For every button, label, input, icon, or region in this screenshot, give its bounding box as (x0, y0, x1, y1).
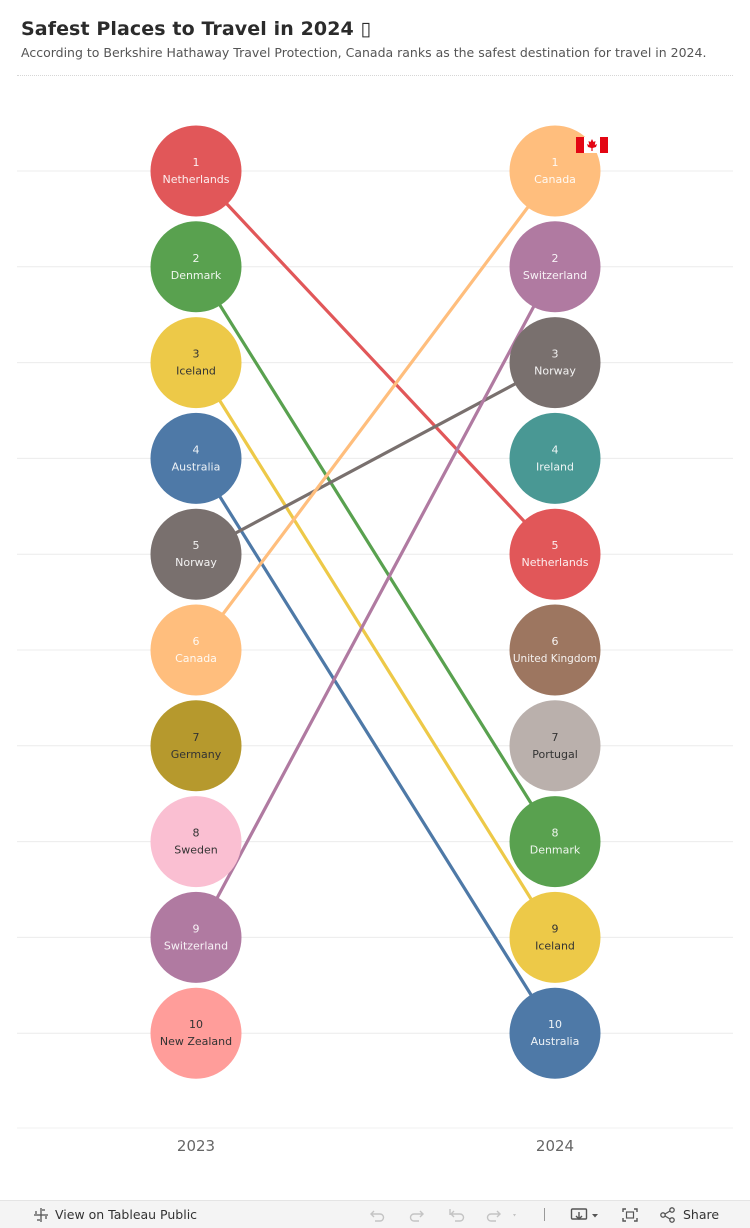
country-label: New Zealand (160, 1035, 232, 1048)
refresh-icon (486, 1210, 516, 1222)
country-label: Netherlands (162, 173, 229, 186)
chart-title: Safest Places to Travel in 2024 ▯ (21, 18, 372, 40)
rank-circle-2023-norway (150, 508, 242, 600)
redo-button[interactable] (408, 1201, 426, 1228)
country-label: Netherlands (521, 556, 588, 569)
rank-number-label: 2 (193, 252, 200, 265)
tableau-toolbar: View on Tableau Public (0, 1200, 750, 1228)
rank-number-label: 8 (552, 827, 559, 840)
flag-band-left (576, 137, 584, 153)
fullscreen-button[interactable] (621, 1201, 639, 1228)
share-label: Share (683, 1207, 720, 1222)
rank-circle-2023-australia (150, 412, 242, 504)
slope-chart: 1 Netherlands 2 Denmark 3 Iceland 4 Australia 5 N… (17, 125, 733, 1155)
redo-icon (409, 1210, 424, 1222)
slope-line-norway (194, 361, 557, 556)
rank-number-label: 6 (193, 635, 200, 648)
rank-number-label: 9 (193, 922, 200, 935)
rank-number-label: 3 (552, 348, 559, 361)
refresh-button[interactable] (485, 1201, 519, 1228)
rank-number-label: 5 (193, 539, 200, 552)
slope-line-switzerland (194, 265, 557, 940)
rank-number-label: 7 (552, 731, 559, 744)
country-label: Canada (534, 173, 576, 186)
rank-number-label: 1 (193, 156, 200, 169)
slope-line-netherlands (194, 169, 557, 556)
country-label: Denmark (171, 269, 222, 282)
rank-number-label: 2 (552, 252, 559, 265)
rank-circle-2023-germany (150, 700, 242, 792)
rank-circle-2024-australia (509, 987, 601, 1079)
year-label-2024: 2024 (536, 1137, 574, 1155)
share-button[interactable]: Share (659, 1201, 719, 1228)
rank-circle-2024-united-kingdom (509, 604, 601, 696)
rank-circle-2023-switzerland (150, 891, 242, 983)
rank-circle-2023-new-zealand (150, 987, 242, 1079)
toolbar-divider (544, 1201, 545, 1228)
country-label: Portugal (532, 748, 578, 761)
rank-number-label: 1 (552, 156, 559, 169)
rank-number-label: 9 (552, 922, 559, 935)
download-icon (570, 1207, 598, 1220)
country-label: Iceland (176, 365, 216, 378)
fullscreen-icon (622, 1207, 638, 1222)
maple-leaf-icon (587, 139, 597, 151)
tableau-logo-icon (34, 1207, 48, 1222)
rank-number-label: 8 (193, 827, 200, 840)
country-label: United Kingdom (513, 653, 597, 665)
undo-button[interactable] (368, 1201, 386, 1228)
country-label: Switzerland (164, 939, 228, 952)
rank-circle-2024-iceland (509, 891, 601, 983)
rank-circle-2023-sweden (150, 796, 242, 888)
country-label: Denmark (530, 844, 581, 857)
rank-circle-2024-portugal (509, 700, 601, 792)
rank-number-label: 6 (552, 635, 559, 648)
rank-number-label: 10 (548, 1018, 562, 1031)
rank-circle-2024-denmark (509, 796, 601, 888)
country-label: Germany (171, 748, 222, 761)
chart-header: Safest Places to Travel in 2024 ▯ Accord… (21, 18, 733, 60)
country-label: Iceland (535, 939, 575, 952)
country-label: Sweden (174, 844, 217, 857)
rank-circle-2023-netherlands (150, 125, 242, 217)
revert-button[interactable] (448, 1201, 466, 1228)
rank-circle-2024-ireland (509, 412, 601, 504)
rank-number-label: 4 (552, 443, 559, 456)
rank-number-label: 3 (193, 348, 200, 361)
rank-circle-2023-canada (150, 604, 242, 696)
view-on-tableau-link[interactable]: View on Tableau Public (33, 1201, 197, 1228)
rank-number-label: 4 (193, 443, 200, 456)
country-label: Canada (175, 652, 217, 665)
country-label: Ireland (536, 460, 574, 473)
header-divider (17, 75, 733, 76)
revert-icon (449, 1208, 465, 1222)
rank-circle-2024-norway (509, 317, 601, 409)
country-label: Australia (531, 1035, 580, 1048)
undo-icon (370, 1210, 385, 1222)
country-label: Norway (175, 556, 217, 569)
rank-number-label: 10 (189, 1018, 203, 1031)
rank-circle-2023-denmark (150, 221, 242, 313)
slope-line-iceland (194, 361, 557, 940)
share-icon (660, 1206, 675, 1223)
rank-number-label: 7 (193, 731, 200, 744)
download-button[interactable] (570, 1201, 602, 1228)
chart-subtitle: According to Berkshire Hathaway Travel P… (21, 45, 707, 60)
view-on-tableau-label: View on Tableau Public (55, 1207, 198, 1222)
rank-circle-2023-iceland (150, 317, 242, 409)
year-label-2023: 2023 (177, 1137, 215, 1155)
flag-band-right (600, 137, 608, 153)
country-label: Australia (172, 460, 221, 473)
rank-circle-2024-switzerland (509, 221, 601, 313)
rank-number-label: 5 (552, 539, 559, 552)
country-label: Norway (534, 365, 576, 378)
rank-circle-2024-netherlands (509, 508, 601, 600)
slope-line-denmark (194, 265, 557, 844)
slope-line-australia (194, 456, 557, 1035)
country-label: Switzerland (523, 269, 587, 282)
slope-line-canada (194, 169, 557, 652)
